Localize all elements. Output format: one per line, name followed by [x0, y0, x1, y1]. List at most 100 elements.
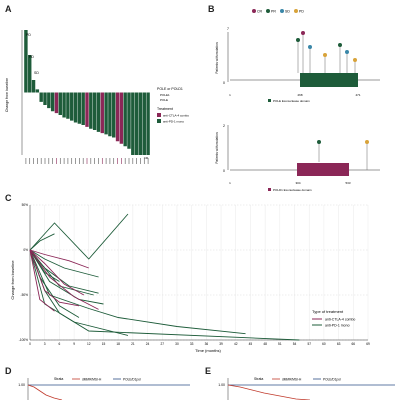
- spider-xtick-label: 24: [146, 342, 150, 346]
- spider-ytick-label: 50%: [22, 203, 29, 207]
- pole-tick-1: 1: [229, 93, 231, 97]
- waterfall-bar: [28, 55, 32, 93]
- legend-pr-label: PR: [271, 10, 276, 14]
- spider-x-ticks: 0 3 6 9 12 15 18 21 24 27 30 33 36 39 42 45 48 51 54 57 60 63…: [29, 342, 370, 346]
- waterfall-bar: [146, 92, 150, 155]
- waterfall-bar: [73, 92, 78, 123]
- pold1-domain-legend: POLD1 Exonuclease domain: [273, 188, 312, 192]
- panel-c-letter: C: [5, 193, 12, 203]
- pold1-lollipop-1-dot: [317, 140, 321, 144]
- pole-exonuclease-domain: [300, 73, 358, 87]
- pole-y-top: 7: [227, 27, 229, 31]
- panel-d-letter: D: [5, 366, 12, 376]
- spider-xtick-label: 3: [44, 342, 46, 346]
- waterfall-bar: [123, 92, 127, 147]
- pole-lollipops: [296, 31, 357, 73]
- waterfall-bar: [39, 92, 43, 102]
- spider-xtick-label: 0: [29, 342, 31, 346]
- pole-y-bottom: 0: [223, 81, 225, 85]
- waterfall-bar: [81, 92, 85, 125]
- km-d-strata-1: dMMR/MSI-H: [82, 378, 102, 382]
- legend-mono-label: anti-PD-1 mono: [163, 120, 184, 124]
- waterfall-bar: [108, 92, 112, 137]
- legend-pole-item-2: POLE: [160, 98, 168, 102]
- spider-xtick-label: 57: [307, 342, 311, 346]
- pole-tick-471: 471: [355, 93, 360, 97]
- pold1-ylabel: Patients with mutation: [215, 132, 219, 163]
- spider-xtick-label: 42: [234, 342, 238, 346]
- km-d-strata-label: Strata: [54, 377, 63, 381]
- legend-pr-dot: [266, 9, 270, 13]
- spider-plot: 50%0%-50%-100% 0 3 6 9 12 15 18 21 24 27 30 33 36 39 4…: [10, 203, 370, 353]
- pole-ylabel: Patients with mutation: [215, 42, 219, 73]
- waterfall-bar: [43, 92, 47, 105]
- waterfall-top-label-3: SD: [34, 71, 39, 75]
- pole-domain-legend-swatch: [268, 99, 271, 102]
- legend-combo-label: anti-CTLA-4 combo: [163, 114, 189, 118]
- waterfall-bar: [24, 30, 28, 93]
- waterfall-bar: [127, 92, 131, 149]
- legend-combo-swatch: [157, 113, 161, 117]
- waterfall-plot: Change from baseline CR PD PD SD POLE or…: [5, 30, 189, 164]
- legend-pole-item-1: POLE1: [160, 93, 170, 97]
- waterfall-bar: [134, 92, 139, 155]
- spider-series-line: [29, 249, 129, 336]
- waterfall-bar: [50, 92, 55, 112]
- km-plot-e: 1.00 Strata dMMR/MSI-H POLE/D1pol: [218, 377, 395, 400]
- spider-y-ticks: 50% 0% -50% -100%: [19, 203, 28, 342]
- waterfall-bar: [112, 92, 116, 138]
- km-e-ytick: 1.00: [218, 383, 225, 387]
- legend-pd-label: PD: [299, 10, 304, 14]
- waterfall-bar: [115, 92, 120, 142]
- spider-series-line: [29, 213, 129, 260]
- spider-legend: Type of treatment anti-CTLA-4 combo anti…: [312, 309, 355, 328]
- waterfall-top-label-2: PD: [29, 55, 34, 59]
- waterfall-bar: [142, 92, 146, 155]
- waterfall-bar: [62, 92, 66, 118]
- spider-xtick-label: 18: [116, 342, 120, 346]
- km-plot-d: 1.00 Strata dMMR/MSI-H POLE/D1pol: [18, 377, 190, 400]
- spider-xtick-label: 36: [205, 342, 209, 346]
- km-e-strata-2: POLE/D1pol: [323, 378, 341, 382]
- spider-xtick-label: 6: [59, 342, 61, 346]
- waterfall-bar: [31, 80, 36, 93]
- waterfall-bottom-label: CR: [144, 156, 149, 160]
- waterfall-bar: [119, 92, 124, 144]
- spider-series-line: [29, 249, 80, 307]
- spider-xtick-label: 21: [131, 342, 135, 346]
- lollipop-legend: CR PR SD PD: [252, 9, 304, 14]
- pold1-tick-533: 533: [345, 181, 350, 185]
- spider-xtick-label: 39: [219, 342, 223, 346]
- waterfall-bar: [100, 92, 104, 134]
- spider-xlabel: Time (months): [195, 348, 221, 353]
- waterfall-bar: [92, 92, 97, 130]
- pold1-y-bottom: 0: [223, 169, 225, 173]
- spider-xtick-label: 51: [278, 342, 282, 346]
- waterfall-bar: [54, 92, 59, 114]
- spider-series-line: [29, 249, 246, 335]
- spider-xtick-label: 60: [322, 342, 326, 346]
- pole-tick-268: 268: [297, 93, 302, 97]
- spider-ytick-label: -50%: [21, 293, 29, 297]
- spider-xtick-label: 30: [175, 342, 179, 346]
- spider-xtick-label: 48: [263, 342, 267, 346]
- spider-legend-combo-label: anti-CTLA-4 combo: [325, 318, 355, 322]
- pold1-exonuclease-domain: [297, 163, 349, 176]
- spider-legend-mono-label: anti-PD-1 mono: [325, 324, 350, 328]
- spider-xtick-label: 12: [87, 342, 91, 346]
- km-e-strata-1: dMMR/MSI-H: [282, 378, 302, 382]
- legend-pole-title: POLE or POLD1: [157, 87, 183, 91]
- lollipop-plots: CR PR SD PD 7 0 Patients with mutation 1…: [215, 9, 380, 192]
- waterfall-bar: [96, 92, 101, 132]
- waterfall-bar: [104, 92, 108, 135]
- waterfall-bar: [58, 92, 62, 115]
- km-d-ytick: 1.00: [18, 383, 25, 387]
- spider-lines: [29, 213, 300, 341]
- spider-series-line: [29, 249, 85, 296]
- spider-xtick-label: 15: [102, 342, 106, 346]
- panel-e-letter: E: [205, 366, 212, 376]
- spider-ylabel: Change from baseline: [10, 260, 15, 300]
- legend-pd-dot: [294, 9, 298, 13]
- waterfall-bar: [85, 92, 89, 127]
- spider-series-line: [29, 249, 104, 305]
